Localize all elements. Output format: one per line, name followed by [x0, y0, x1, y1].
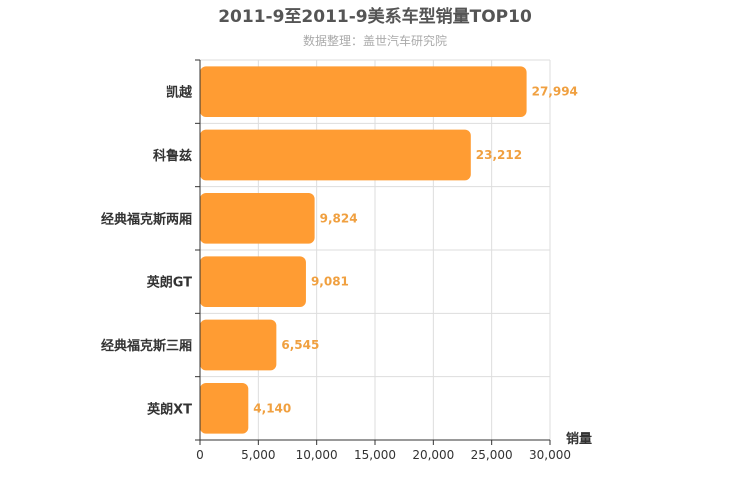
value-label: 4,140: [253, 401, 291, 415]
bar[interactable]: [200, 193, 315, 244]
chart-title: 2011-9至2011-9美系车型销量TOP10: [218, 6, 532, 27]
x-tick-label: 25,000: [471, 448, 513, 462]
category-label: 经典福克斯两厢: [101, 211, 192, 227]
value-label: 23,212: [476, 148, 522, 162]
axes: [195, 59, 551, 445]
category-label: 经典福克斯三厢: [101, 338, 192, 354]
category-label: 英朗GT: [146, 275, 192, 291]
x-tick-label: 15,000: [354, 448, 396, 462]
bar[interactable]: [200, 66, 527, 117]
x-axis-title: 销量: [566, 431, 592, 447]
x-tick-label: 5,000: [241, 448, 275, 462]
bars: [200, 66, 527, 434]
category-label: 科鲁兹: [153, 148, 192, 164]
bar[interactable]: [200, 256, 306, 307]
x-tick-label: 10,000: [296, 448, 338, 462]
bar[interactable]: [200, 129, 471, 181]
x-tick-label: 30,000: [529, 448, 571, 462]
x-tick-label: 0: [196, 448, 204, 462]
bar[interactable]: [200, 383, 249, 434]
chart-subtitle: 数据整理：盖世汽车研究院: [303, 33, 447, 48]
category-label: 英朗XT: [146, 401, 192, 417]
bar[interactable]: [200, 319, 277, 371]
value-label: 9,824: [320, 211, 358, 225]
category-label: 凯越: [166, 85, 193, 101]
value-label: 6,545: [281, 338, 319, 352]
value-label: 27,994: [532, 85, 578, 99]
x-tick-label: 20,000: [412, 448, 454, 462]
value-label: 9,081: [311, 275, 349, 289]
labels: 27,994 凯越 23,212 科鲁兹 9,824 经典福克斯两厢 9,081 英朗GT 6,…: [101, 85, 578, 462]
